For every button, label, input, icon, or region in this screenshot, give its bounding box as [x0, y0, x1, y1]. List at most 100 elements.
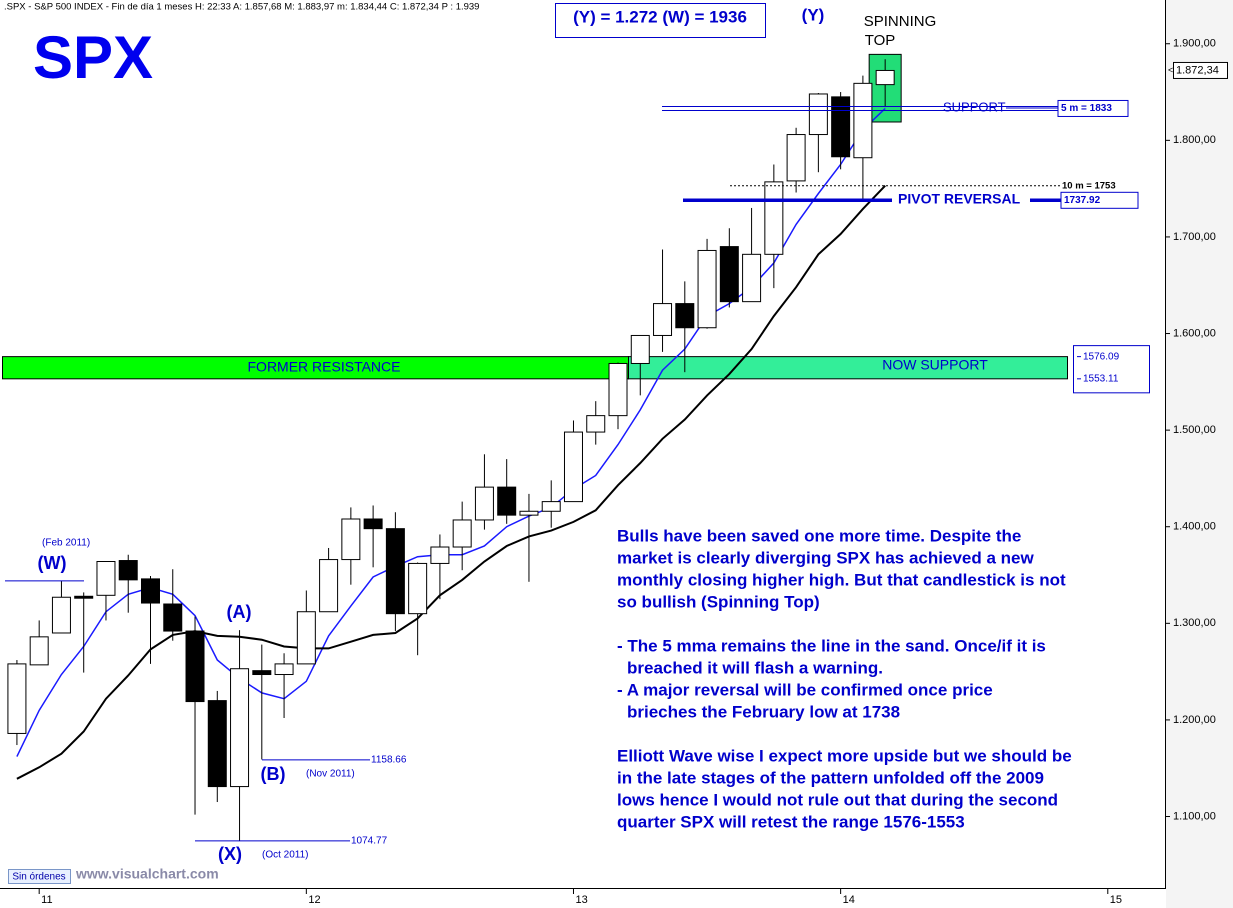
- x-tick-label: 12: [308, 894, 320, 906]
- level-box: [1060, 191, 1139, 209]
- candle-body: [363, 518, 383, 530]
- commentary-line: monthly closing higher high. But that ca…: [617, 570, 1066, 589]
- price-tag-arrow: <: [1168, 65, 1173, 75]
- chart-title: SPX: [33, 24, 153, 91]
- level-label: 10 m = 1753: [1062, 180, 1116, 191]
- level-label: 1074.77: [351, 836, 388, 847]
- candle-body: [675, 303, 695, 329]
- y-tick-label: 1.400,00: [1173, 521, 1216, 533]
- moving-average: [16, 107, 886, 757]
- candle-body: [630, 334, 650, 364]
- annotation: SPINNING: [864, 13, 937, 30]
- candle-body: [252, 670, 272, 676]
- support-zone: [628, 356, 1068, 380]
- candle-body: [341, 518, 361, 561]
- x-tick-label: 14: [843, 894, 855, 906]
- candle-body: [207, 700, 227, 788]
- moving-average: [16, 185, 886, 780]
- candle-body: [497, 486, 517, 516]
- candle-body: [808, 93, 828, 136]
- level-box: [1073, 345, 1150, 394]
- candle-body: [697, 249, 717, 329]
- candle-body: [653, 303, 673, 336]
- commentary-line: Bulls have been saved one more time. Des…: [617, 526, 1021, 545]
- status: Sin órdenes: [12, 872, 65, 883]
- header: .SPX - S&P 500 INDEX - Fin de día 1 mese…: [4, 2, 479, 13]
- annotation: PIVOT REVERSAL: [898, 191, 1021, 207]
- marks-layer: [7, 59, 895, 841]
- annotation: (Y): [802, 5, 825, 24]
- annotation: (Oct 2011): [262, 850, 309, 861]
- y-tick-label: 1.700,00: [1173, 231, 1216, 243]
- axis-panel: [1166, 0, 1233, 908]
- wave-label: (W): [38, 553, 67, 573]
- commentary-line: quarter SPX will retest the range 1576-1…: [617, 812, 965, 831]
- annotation: TOP: [865, 32, 896, 49]
- price-tag-label: 1.872,34: [1176, 64, 1219, 76]
- y-tick-label: 1.600,00: [1173, 327, 1216, 339]
- y-tick-label: 1.300,00: [1173, 617, 1216, 629]
- candle-body: [319, 559, 339, 613]
- y-tick-label: 1.500,00: [1173, 424, 1216, 436]
- annotation: (Feb 2011): [42, 538, 90, 549]
- level-label: 1576.09: [1083, 351, 1120, 362]
- level-label: 1158.66: [371, 754, 407, 765]
- candle-body: [608, 362, 628, 417]
- zone-label: FORMER RESISTANCE: [248, 358, 401, 374]
- candle-body: [474, 486, 494, 521]
- candle-body: [541, 501, 561, 512]
- candle-body: [51, 596, 71, 634]
- candle-body: [764, 181, 784, 255]
- commentary-line: market is clearly diverging SPX has achi…: [617, 548, 1034, 567]
- candle-body: [185, 630, 205, 703]
- candle-body: [118, 560, 138, 581]
- candle-body: [408, 562, 428, 615]
- candle-body: [29, 636, 49, 666]
- wave-label: (X): [218, 844, 242, 864]
- y-tick-label: 1.100,00: [1173, 810, 1216, 822]
- commentary-line: in the late stages of the pattern unfold…: [617, 768, 1044, 787]
- watermark: www.visualchart.com: [75, 866, 219, 882]
- commentary-line: so bullish (Spinning Top): [617, 592, 820, 611]
- commentary-line: brieches the February low at 1738: [627, 702, 900, 721]
- commentary-line: - The 5 mma remains the line in the sand…: [617, 636, 1046, 655]
- level-label: 5 m = 1833: [1061, 103, 1112, 114]
- y-tick-label: 1.800,00: [1173, 134, 1216, 146]
- candle-body: [875, 69, 895, 86]
- candle-body: [7, 663, 27, 734]
- candle-body: [563, 431, 583, 503]
- candle-body: [586, 415, 606, 433]
- y-tick-label: 1.200,00: [1173, 714, 1216, 726]
- x-tick-label: 15: [1110, 894, 1122, 906]
- candle-body: [430, 546, 450, 564]
- annotation: (Nov 2011): [306, 769, 355, 780]
- candle-body: [385, 528, 405, 615]
- price-tag: [1173, 61, 1228, 79]
- commentary-line: Elliott Wave wise I expect more upside b…: [617, 746, 1072, 765]
- level-label: 1553.11: [1083, 373, 1119, 384]
- commentary-line: breached it will flash a warning.: [627, 658, 883, 677]
- candle-body: [853, 82, 873, 159]
- level-label: 1737.92: [1064, 195, 1101, 206]
- x-tick-label: 13: [575, 894, 587, 906]
- candle-body: [96, 561, 116, 596]
- status-box: [8, 869, 71, 884]
- y-tick-label: 1.900,00: [1173, 38, 1216, 50]
- wave-label: (A): [227, 602, 252, 622]
- candle-body: [230, 668, 250, 788]
- commentary-line: lows hence I would not rule out that dur…: [617, 790, 1058, 809]
- commentary-line: - A major reversal will be confirmed onc…: [617, 680, 993, 699]
- zone-label: NOW SUPPORT: [882, 356, 988, 372]
- target-box: [555, 3, 766, 38]
- candle-body: [831, 96, 851, 158]
- candle-body: [274, 663, 294, 676]
- annotation: (Y) = 1.272 (W) = 1936: [573, 7, 747, 26]
- candle-body: [742, 253, 762, 303]
- candle-body: [140, 578, 160, 604]
- candle-body: [296, 611, 316, 665]
- candle-body: [519, 510, 539, 516]
- candle-body: [719, 246, 739, 303]
- wave-label: (B): [261, 764, 286, 784]
